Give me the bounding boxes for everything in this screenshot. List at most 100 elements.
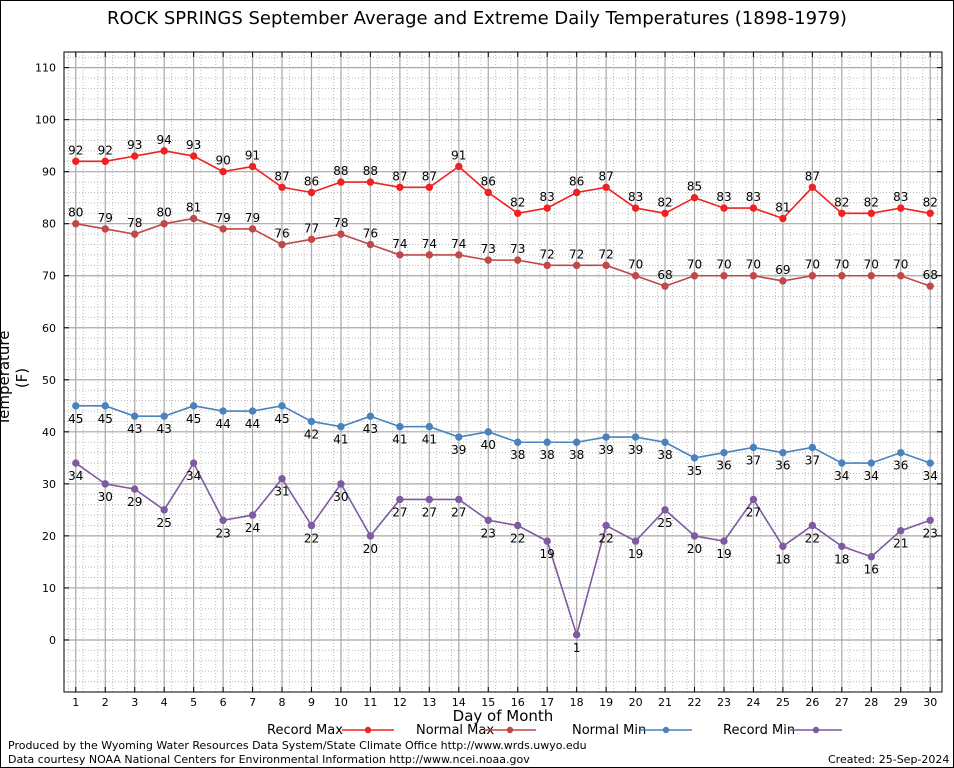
x-tick-label: 19 [599,696,613,709]
data-point [514,209,522,218]
data-point [366,178,375,186]
y-tick-label: 100 [35,114,56,127]
data-label: 34 [834,469,849,483]
data-label: 79 [98,211,113,225]
x-tick-label: 26 [805,696,819,709]
data-label: 86 [304,174,319,188]
x-tick-label: 2 [102,696,109,709]
data-label: 21 [893,537,908,551]
data-point [926,516,934,524]
data-label: 82 [657,195,672,209]
data-label: 72 [598,247,613,261]
y-tick-label: 70 [42,270,56,283]
data-point [661,506,669,514]
data-label: 82 [510,195,525,209]
data-point [808,443,817,452]
data-label: 29 [127,495,142,509]
data-point [160,412,168,420]
data-point [278,474,286,483]
data-point [838,209,846,218]
data-point [720,448,728,457]
data-label: 41 [422,433,437,447]
data-point [631,204,640,212]
data-label: 27 [392,505,407,519]
data-label: 25 [657,516,672,530]
data-label: 78 [127,216,142,230]
x-tick-label: 16 [511,696,525,709]
data-label: 91 [451,148,466,162]
data-point [248,511,257,519]
data-label: 86 [569,174,584,188]
data-point [779,214,787,223]
x-tick-label: 3 [131,696,138,709]
data-label: 20 [363,542,378,556]
data-label: 86 [481,174,496,188]
x-tick-label: 5 [190,696,197,709]
data-point [131,485,139,493]
data-point [867,553,875,561]
legend-swatch-marker [812,726,820,734]
data-point [337,178,345,186]
data-label: 18 [775,552,790,566]
data-label: 38 [657,448,672,462]
x-tick-label: 30 [923,696,937,709]
data-point [189,214,198,223]
data-point [72,459,80,467]
data-label: 45 [98,412,113,426]
data-label: 91 [245,148,260,162]
data-point [631,537,640,545]
data-point [897,272,905,280]
x-tick-label: 1 [72,696,79,709]
data-point [278,183,286,191]
x-tick-label: 28 [864,696,878,709]
data-point [926,209,934,218]
data-label: 34 [186,469,201,483]
data-label: 76 [363,227,378,241]
data-label: 87 [422,169,437,183]
series-line [75,461,931,638]
data-label: 19 [628,547,643,561]
footer-produced-by: Produced by the Wyoming Water Resources … [8,739,587,752]
data-point [543,438,551,446]
data-label: 69 [775,263,790,277]
data-label: 80 [68,206,83,220]
x-tick-label: 8 [279,696,286,709]
data-point [926,459,934,467]
data-point [455,433,463,441]
data-point [337,480,345,488]
data-point [307,417,316,426]
data-label: 19 [716,547,731,561]
legend-label: Normal Max [416,723,494,738]
data-point [425,495,434,504]
data-label: 79 [245,211,260,225]
data-point [779,542,787,551]
data-label: 73 [510,242,525,256]
footer-data-courtesy: Data courtesy NOAA National Centers for … [8,753,530,766]
data-point [838,272,846,280]
data-point [455,495,463,504]
data-point [867,209,875,218]
data-label: 70 [746,258,761,272]
data-point [897,448,905,457]
data-point [484,516,492,524]
data-label: 41 [392,433,407,447]
data-point [101,157,109,165]
data-label: 70 [864,258,879,272]
x-tick-label: 14 [452,696,466,709]
data-point [455,251,463,259]
data-point [838,459,846,467]
data-point [720,204,728,212]
data-label: 43 [127,422,142,436]
data-point [425,251,434,259]
y-tick-label: 10 [42,582,56,595]
data-label: 36 [893,459,908,473]
legend-label: Normal Min [572,723,646,738]
data-label: 38 [540,448,555,462]
x-tick-label: 13 [422,696,436,709]
data-point [838,542,846,551]
data-point [572,188,581,197]
data-label: 87 [392,169,407,183]
data-label: 81 [186,201,201,215]
data-label: 87 [274,169,289,183]
data-label: 70 [628,258,643,272]
